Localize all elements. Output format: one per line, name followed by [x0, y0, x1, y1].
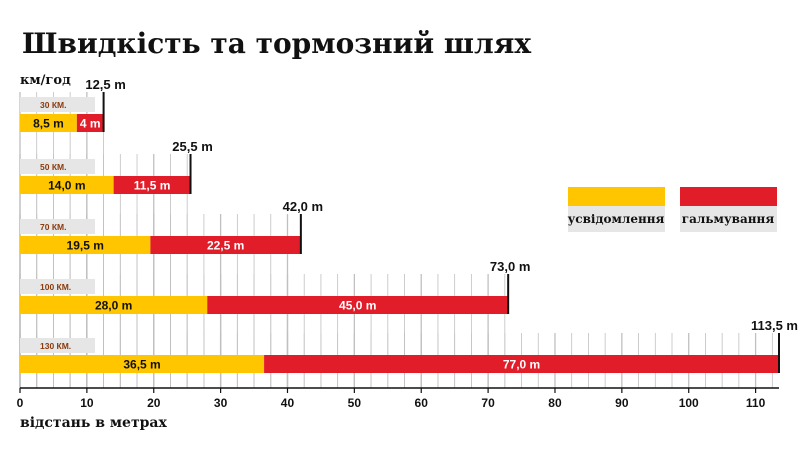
x-tick-label: 40	[281, 396, 295, 410]
speed-tag-bg	[20, 279, 95, 294]
speed-tag-label: 70 КМ.	[40, 222, 66, 232]
x-tick-label: 60	[415, 396, 429, 410]
total-label: 25,5 m	[172, 139, 212, 154]
x-tick-label: 80	[548, 396, 562, 410]
label-braking: 45,0 m	[339, 299, 376, 313]
x-tick-label: 100	[679, 396, 699, 410]
bar-braking	[150, 236, 301, 254]
label-braking: 22,5 m	[207, 239, 244, 253]
legend-label-braking: гальмування	[682, 212, 775, 226]
legend: усвідомлення гальмування	[568, 187, 777, 232]
x-tick-label: 30	[214, 396, 228, 410]
label-braking: 11,5 m	[134, 179, 171, 193]
x-tick-label: 0	[17, 396, 24, 410]
bar-braking	[207, 296, 509, 314]
unit-label: км/год	[20, 73, 71, 88]
x-tick-label: 90	[615, 396, 629, 410]
legend-tag-reaction	[568, 206, 665, 232]
total-label: 113,5 m	[751, 318, 798, 333]
speed-tag-label: 30 КМ.	[40, 100, 66, 110]
label-braking: 4 m	[80, 117, 101, 131]
bar-braking	[113, 176, 191, 194]
speed-tag-bg	[20, 338, 95, 353]
x-axis-title: відстань в метрах	[20, 415, 167, 431]
bar-reaction	[20, 114, 77, 132]
label-reaction: 19,5 m	[67, 239, 104, 253]
label-reaction: 28,0 m	[95, 299, 132, 313]
label-reaction: 14,0 m	[48, 179, 85, 193]
speed-tag-label: 130 КМ.	[40, 341, 71, 351]
speed-tag-bg	[20, 219, 95, 234]
bar-reaction	[20, 236, 151, 254]
bars-layer: 30 КМ. 8,5 m 4 m 12,5 m 50 КМ. 14,0 m 11,5 m 25…	[20, 77, 798, 373]
legend-swatch-reaction	[568, 187, 665, 206]
legend-tag-braking	[680, 206, 777, 232]
chart-title: Швидкість та тормозний шлях	[22, 27, 531, 60]
label-braking: 77,0 m	[503, 358, 540, 372]
label-reaction: 8,5 m	[33, 117, 64, 131]
total-label: 12,5 m	[85, 77, 125, 92]
x-tick-label: 70	[481, 396, 495, 410]
total-label: 73,0 m	[490, 259, 530, 274]
x-tick-label: 110	[746, 396, 766, 410]
x-axis: 0 10 20 30 40 50 60 70 80 90 100 110	[17, 387, 779, 410]
x-tick-label: 50	[348, 396, 362, 410]
total-label: 42,0 m	[283, 199, 323, 214]
bar-braking	[76, 114, 104, 132]
speed-tag-bg	[20, 159, 95, 174]
label-reaction: 36,5 m	[123, 358, 160, 372]
bar-braking	[264, 355, 779, 373]
bar-reaction	[20, 296, 208, 314]
speed-tag-label: 50 КМ.	[40, 162, 66, 172]
legend-swatch-braking	[680, 187, 777, 206]
speed-tag-label: 100 КМ.	[40, 282, 71, 292]
x-tick-label: 20	[147, 396, 161, 410]
x-tick-label: 10	[80, 396, 94, 410]
legend-label-reaction: усвідомлення	[568, 212, 665, 226]
bar-reaction	[20, 355, 265, 373]
speed-tag-bg	[20, 97, 95, 112]
bar-reaction	[20, 176, 114, 194]
